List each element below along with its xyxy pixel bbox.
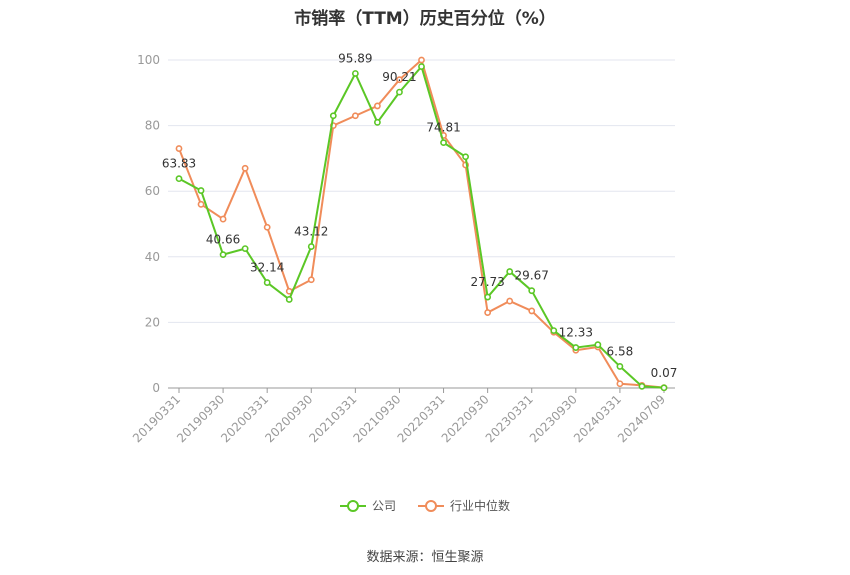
x-tick-label: 20240709 [615,392,668,445]
data-point-company [484,293,492,301]
data-point-company [528,287,536,295]
data-point-industry [197,200,205,208]
legend-industry-marker-icon [418,499,444,512]
data-point-company [594,341,602,349]
data-point-industry [374,102,381,110]
data-point-company [616,363,624,370]
data-point-company [440,139,447,147]
data-point-industry [175,145,183,152]
data-label: 90.21 [382,70,416,84]
y-tick-label: 60 [145,184,160,198]
y-tick-label: 40 [145,250,160,264]
data-point-industry [351,112,359,120]
data-point-company [307,243,315,250]
data-label: 63.83 [162,157,196,171]
chart-title: 市销率（TTM）历史百分位（%） [294,9,556,29]
data-point-company [197,187,205,194]
data-label: 12.33 [559,326,593,340]
data-point-company [462,153,469,161]
data-point-industry [396,76,403,84]
data-point-industry [616,380,624,388]
data-label: 95.89 [338,51,372,65]
data-label: 6.58 [607,344,634,358]
y-tick-label: 0 [152,381,160,395]
data-point-company [285,296,293,303]
data-point-industry [506,297,514,305]
data-label: 74.81 [426,121,460,135]
data-point-industry [241,164,249,172]
legend-industry-label: 行业中位数 [450,499,511,513]
y-tick-label: 80 [145,119,160,133]
y-tick-label: 20 [145,315,160,329]
data-point-industry [528,307,536,315]
data-label: 40.66 [206,233,240,247]
data-point-industry [219,215,227,223]
data-point-industry [484,309,492,316]
data-source: 数据来源：恒生聚源 [366,550,484,565]
legend-company-marker-icon [339,499,366,512]
data-point-company [241,245,249,252]
data-label: 0.07 [651,366,678,380]
data-point-company [219,251,227,259]
data-point-company [572,344,580,351]
data-label: 27.73 [470,275,504,289]
data-point-company [660,384,668,392]
data-point-company [263,279,271,286]
data-label: 29.67 [515,269,549,283]
data-label: 43.12 [294,225,328,239]
series-line-company [178,65,665,389]
data-point-company [396,88,403,96]
legend: 公司 行业中位数 [0,497,850,514]
data-point-company [329,112,337,120]
data-point-company [351,70,359,77]
data-point-company [506,268,514,275]
y-tick-label: 100 [137,53,160,67]
legend-item-company[interactable]: 公司 [339,497,396,514]
data-point-company [175,175,183,183]
data-point-company [418,63,425,70]
legend-item-industry[interactable]: 行业中位数 [418,497,510,514]
data-point-industry [263,223,271,231]
data-point-company [638,382,646,390]
legend-company-label: 公司 [371,499,396,513]
data-point-company [374,118,381,126]
data-point-industry [307,276,315,284]
data-point-company [550,327,558,334]
data-point-industry [418,56,425,64]
data-label: 32.14 [250,261,284,275]
